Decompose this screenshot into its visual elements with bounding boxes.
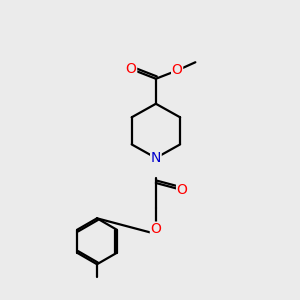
Text: N: N (151, 151, 161, 165)
Text: O: O (151, 222, 161, 236)
Text: O: O (172, 64, 182, 77)
Text: O: O (126, 62, 136, 76)
Text: O: O (177, 183, 188, 197)
